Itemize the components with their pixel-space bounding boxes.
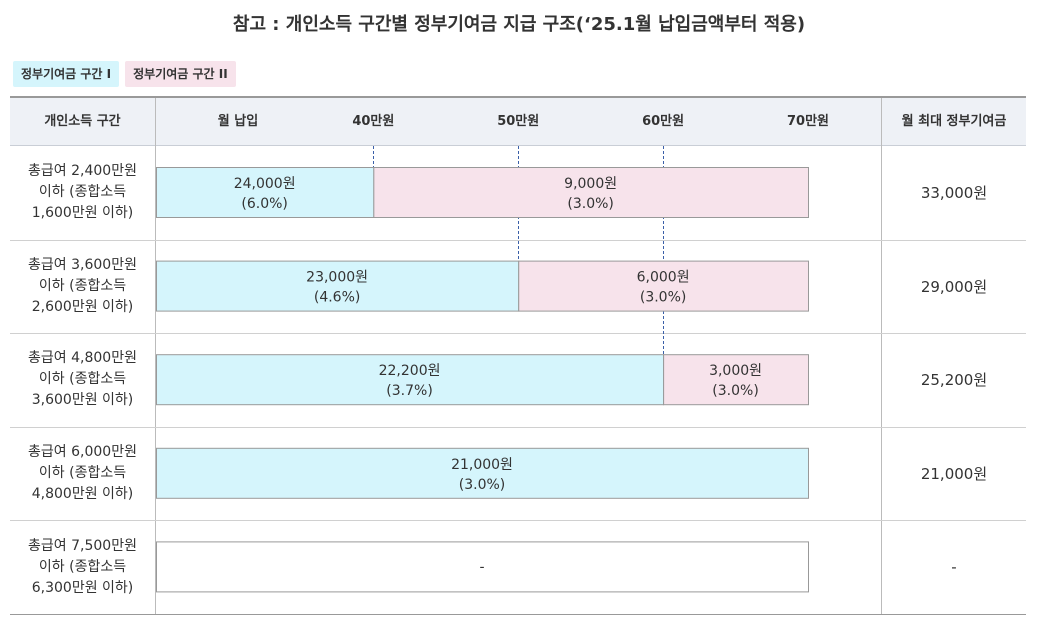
bar-segment-none (156, 541, 809, 593)
max-contribution-value: 33,000원 (920, 184, 988, 203)
bar-amount-label: 23,000원 (306, 270, 368, 286)
header-max-contribution: 월 최대 정부기여금 (901, 114, 1007, 129)
row-divider (10, 426, 1026, 428)
table-header (10, 98, 1026, 146)
header-income-band: 개인소득 구간 (44, 114, 121, 129)
bar-rate-label: (6.0%) (241, 196, 288, 212)
income-band-label: 총급여 6,000만원 이하 (종합소득 4,800만원 이하) (28, 444, 137, 503)
legend: 정부기여금 구간 I 정부기여금 구간 II (13, 61, 236, 87)
bar-amount-label: 6,000원 (637, 270, 690, 286)
bar-segment-tier1 (156, 260, 520, 312)
bar-rate-label: (3.0%) (712, 383, 759, 399)
income-band-label: 총급여 3,600만원 이하 (종합소득 2,600만원 이하) (28, 256, 137, 315)
bar-amount-label: - (479, 559, 484, 575)
bar-segment-tier1 (156, 354, 665, 406)
bar-rate-label: (3.0%) (459, 477, 506, 493)
bar-amount-label: 22,200원 (379, 363, 441, 379)
max-contribution-value: 21,000원 (920, 465, 988, 484)
bar-rate-label: (3.0%) (567, 196, 614, 212)
page-title: 참고 : 개인소득 구간별 정부기여금 지급 구조(‘25.1월 납입금액부터 … (232, 14, 806, 35)
bar-amount-label: 3,000원 (709, 363, 762, 379)
x-tick-label: 60만원 (642, 114, 685, 129)
max-contribution-value: 29,000원 (920, 277, 988, 296)
bar-amount-label: 9,000원 (564, 176, 617, 192)
bar-segment-tier1 (156, 167, 375, 218)
x-tick-label: 70만원 (786, 114, 829, 129)
row-divider (10, 239, 1026, 241)
table-frame (10, 96, 1026, 615)
bar-rate-label: (4.6%) (314, 290, 361, 306)
legend-item-tier2: 정부기여금 구간 II (125, 61, 236, 87)
income-band-label: 총급여 7,500만원 이하 (종합소득 6,300만원 이하) (28, 537, 137, 596)
x-tick-label: 40만원 (352, 114, 395, 129)
bar-amount-label: 21,000원 (451, 457, 513, 473)
legend-item-tier1: 정부기여금 구간 I (13, 61, 120, 87)
header-monthly-payment: 월 납입 (217, 114, 259, 129)
income-band-label: 총급여 2,400만원 이하 (종합소득 1,600만원 이하) (28, 163, 137, 222)
row-divider (10, 520, 1026, 522)
bar-segment-tier2 (518, 260, 809, 312)
x-tick-label: 50만원 (497, 114, 540, 129)
bar-segment-tier2 (373, 167, 809, 218)
column-divider (155, 98, 156, 614)
bar-segment-tier1 (156, 447, 809, 499)
bar-rate-label: (3.7%) (386, 383, 433, 399)
row-divider (10, 333, 1026, 335)
income-band-label: 총급여 4,800만원 이하 (종합소득 3,600만원 이하) (28, 350, 137, 409)
max-contribution-value: - (951, 558, 957, 577)
max-contribution-value: 25,200원 (920, 371, 988, 390)
column-divider (881, 98, 882, 614)
bar-rate-label: (3.0%) (640, 290, 687, 306)
bar-segment-tier2 (663, 354, 809, 406)
bar-amount-label: 24,000원 (234, 176, 296, 192)
